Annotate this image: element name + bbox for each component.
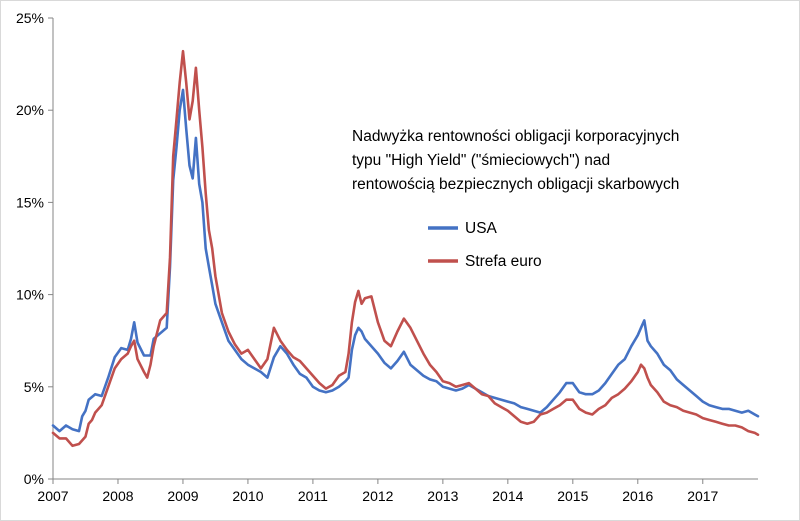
y-tick-label: 20% [16, 102, 44, 118]
x-tick-label: 2011 [298, 488, 328, 504]
y-tick-label: 5% [24, 379, 44, 395]
series-line-usa [51, 88, 760, 433]
chart-title-line-2: typu "High Yield" ("śmieciowych") nad [352, 152, 610, 169]
y-tick-label: 10% [16, 287, 44, 303]
x-tick-label: 2009 [167, 488, 198, 504]
x-tick-label: 2010 [232, 488, 263, 504]
y-tick-label: 0% [24, 471, 44, 487]
legend: USA Strefa euro [428, 220, 542, 270]
x-tick-label: 2013 [427, 488, 458, 504]
x-tick-label: 2016 [622, 488, 653, 504]
axes-group [48, 17, 758, 484]
series-line-strefa-euro [51, 49, 760, 448]
legend-label-usa: USA [465, 220, 498, 237]
x-tick-label: 2017 [687, 488, 718, 504]
x-tick-label: 2007 [37, 488, 68, 504]
x-tick-label: 2008 [102, 488, 133, 504]
x-tick-label: 2014 [492, 488, 523, 504]
y-tick-label: 25% [16, 10, 44, 26]
x-tick-label: 2012 [362, 488, 393, 504]
chart-title-line-3: rentowością bezpiecznych obligacji skarb… [352, 176, 679, 193]
chart-title: Nadwyżka rentowności obligacji korporacy… [352, 128, 679, 193]
series-group [51, 49, 760, 448]
x-tick-label: 2015 [557, 488, 588, 504]
tick-labels-group: 0% 5% 10% 15% 20% 25% 2007 2008 2009 2010 2011 2012… [16, 10, 719, 504]
y-tick-label: 15% [16, 194, 44, 210]
legend-label-strefa-euro: Strefa euro [465, 253, 542, 270]
chart-title-line-1: Nadwyżka rentowności obligacji korporacy… [352, 128, 679, 145]
